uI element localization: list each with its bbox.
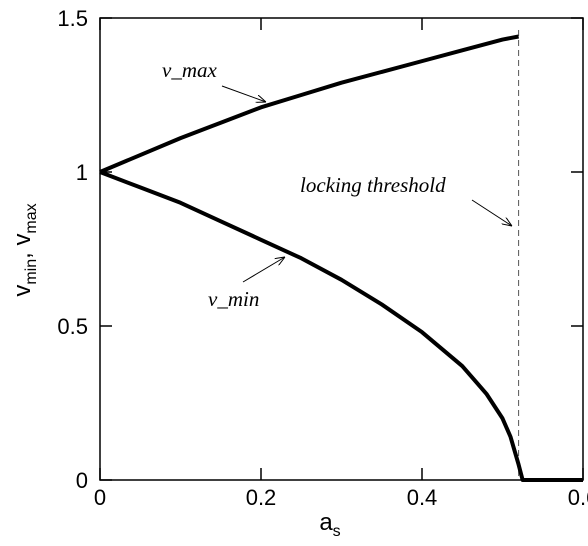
y-label-main: , v <box>9 234 36 259</box>
plot-frame <box>99 17 584 481</box>
arrow <box>471 199 512 226</box>
y-tick-label: 0.5 <box>57 314 88 339</box>
arrow <box>242 257 285 283</box>
x-label-sub: s <box>333 523 341 540</box>
x-tick-label: 0.2 <box>246 485 277 510</box>
y-label-sub: max <box>23 203 40 233</box>
series-line <box>99 170 583 482</box>
x-axis-label: as <box>319 509 340 540</box>
y-label-main: v <box>9 285 36 297</box>
arrow <box>221 85 266 102</box>
y-tick-label: 1 <box>76 160 88 185</box>
annotation: locking threshold <box>300 173 446 197</box>
x-label-main: a <box>319 509 333 536</box>
x-tick-label: 0.6 <box>568 485 588 510</box>
annotation: v_min <box>208 287 259 311</box>
y-tick-label: 0 <box>76 468 88 493</box>
x-tick-label: 0.4 <box>407 485 438 510</box>
y-label-sub: min <box>23 259 40 285</box>
y-tick-label: 1.5 <box>57 6 88 31</box>
x-tick-label: 0 <box>94 485 106 510</box>
y-axis-label: vmin, vmax <box>9 203 40 296</box>
annotation: v_max <box>162 58 217 82</box>
series-line <box>99 34 519 174</box>
